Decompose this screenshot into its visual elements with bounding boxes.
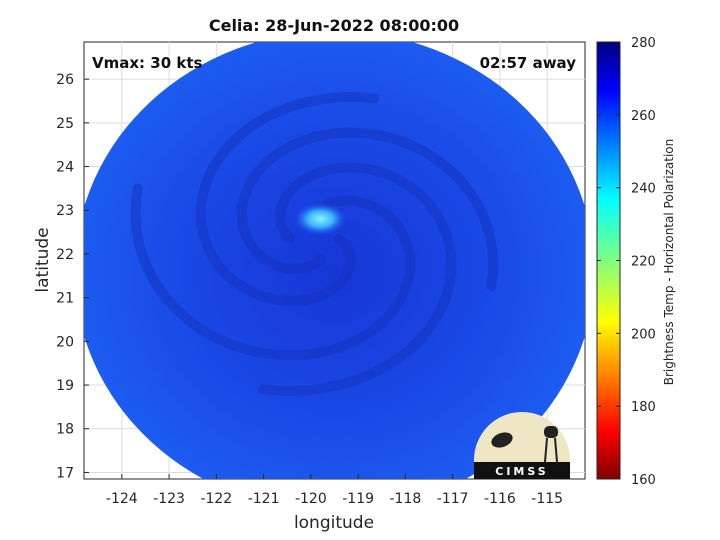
y-tick-label: 23 <box>56 203 74 219</box>
satellite-dish-icon <box>491 432 513 448</box>
y-tick-label: 22 <box>56 247 74 263</box>
y-tick-label: 19 <box>56 378 74 394</box>
x-tick-label: -117 <box>437 491 469 507</box>
y-tick-label: 21 <box>56 291 74 307</box>
time-away-annotation: 02:57 away <box>480 54 577 72</box>
x-axis-label: longitude <box>294 513 374 533</box>
logo-bar <box>474 462 570 479</box>
y-tick-label: 18 <box>56 422 74 438</box>
y-tick-label: 20 <box>56 334 74 350</box>
spiral-band <box>257 162 457 397</box>
colorbar-tick-label: 240 <box>631 182 656 197</box>
spiral-band <box>196 91 380 307</box>
x-tick-label: -123 <box>153 491 185 507</box>
x-tick-label: -122 <box>200 491 232 507</box>
x-tick-label: -120 <box>295 491 327 507</box>
colorbar-tick-label: 280 <box>631 36 656 51</box>
y-tick-label: 17 <box>56 465 74 481</box>
water-tower-icon <box>544 426 558 438</box>
spiral-band <box>236 127 499 292</box>
y-tick-label: 24 <box>56 160 74 176</box>
x-tick-label: -121 <box>248 491 280 507</box>
colorbar-ticks: 160 180 200 220 240 260 280 <box>597 36 656 488</box>
colorbar-tick-label: 180 <box>631 400 656 415</box>
colorbar-tick-label: 200 <box>631 327 656 342</box>
vmax-annotation: Vmax: 30 kts <box>92 54 202 72</box>
colorbar-tick-label: 220 <box>631 255 656 270</box>
x-tick-label: -124 <box>106 491 138 507</box>
swath-disk <box>84 42 585 479</box>
x-axis-ticks: -124 -123 -122 -121 -120 -119 -118 -117 -116 -115 <box>106 474 563 507</box>
x-tick-label: -116 <box>484 491 516 507</box>
chart-title: Celia: 28-Jun-2022 08:00:00 <box>209 16 459 35</box>
colorbar-tick-label: 160 <box>631 473 656 488</box>
colorbar-tick-label: 260 <box>631 109 656 124</box>
x-tick-label: -118 <box>390 491 422 507</box>
y-tick-label: 26 <box>56 72 74 88</box>
y-tick-label: 25 <box>56 116 74 132</box>
spiral-bands <box>130 91 499 397</box>
x-tick-label: -119 <box>342 491 374 507</box>
colorbar-label: Brightness Temp - Horizontal Polarizatio… <box>662 139 676 386</box>
x-tick-label: -115 <box>531 491 563 507</box>
logo-text: CIMSS <box>495 465 548 478</box>
warm-feature <box>294 202 347 235</box>
y-axis-ticks: 17 18 19 20 21 22 23 24 25 26 <box>56 72 89 481</box>
y-axis-label: latitude <box>33 227 53 292</box>
spiral-band <box>130 183 416 361</box>
cimss-logo: CIMSS <box>474 412 570 479</box>
